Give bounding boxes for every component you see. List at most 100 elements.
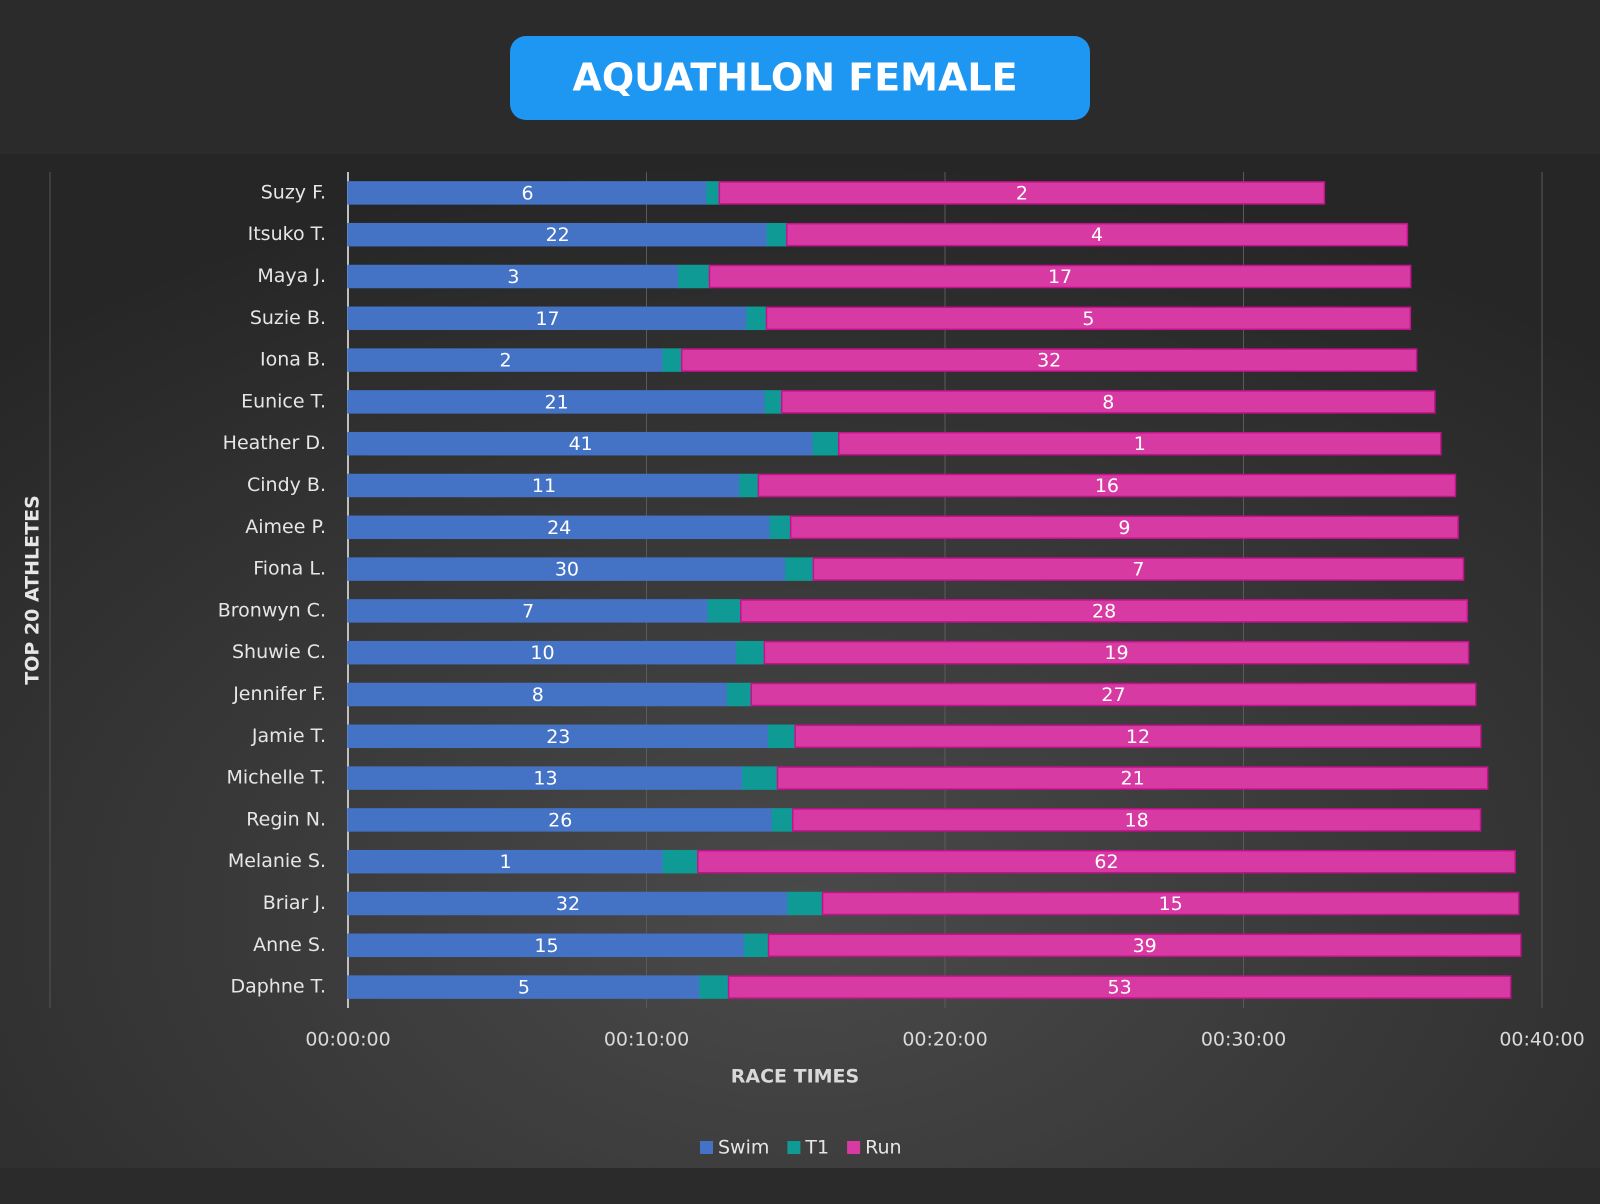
bar-segment (736, 640, 766, 665)
x-tick-label: 00:00:00 (305, 1029, 390, 1051)
x-tick-label: 00:30:00 (1201, 1029, 1286, 1051)
rank-label: 21 (545, 391, 569, 413)
legend-swatch (787, 1141, 801, 1154)
bar-segment (763, 640, 1470, 665)
rank-label: 26 (548, 809, 572, 831)
rank-label: 24 (547, 517, 571, 539)
bar-segment (794, 724, 1482, 749)
rank-label: 32 (556, 893, 580, 915)
rank-label: 1 (500, 851, 512, 873)
rank-label: 5 (518, 977, 530, 999)
bar-segment (785, 557, 815, 581)
bar-segment (742, 766, 779, 790)
rank-label: 9 (1118, 517, 1130, 539)
bar-segment (697, 849, 1516, 874)
rank-label: 16 (1095, 475, 1119, 497)
rank-label: 21 (1121, 768, 1145, 790)
bar-segment (812, 557, 1465, 581)
bar-segment (771, 808, 794, 832)
rank-label: 1 (1134, 433, 1146, 455)
rank-label: 4 (1091, 224, 1103, 246)
bar-segment (757, 473, 1457, 498)
bar-segment (787, 891, 824, 916)
rank-label: 39 (1133, 935, 1157, 957)
bar-segment (677, 264, 711, 289)
y-tick-label: Daphne T. (230, 976, 326, 998)
y-tick-label: Suzie B. (250, 307, 326, 329)
chart-title: AQUATHLON FEMALE (572, 56, 1017, 100)
y-tick-label: Melanie S. (228, 850, 326, 872)
y-tick-label: Eunice T. (241, 390, 326, 412)
y-tick-label: Maya J. (257, 265, 326, 287)
rank-label: 27 (1101, 684, 1125, 706)
y-tick-label: Shuwie C. (232, 641, 326, 663)
bar-segment (792, 808, 1482, 832)
rank-label: 17 (535, 308, 559, 330)
x-tick-label: 00:40:00 (1499, 1029, 1584, 1051)
rank-label: 12 (1126, 726, 1150, 748)
bar-segment (750, 682, 1477, 707)
rank-label: 5 (1082, 308, 1094, 330)
bar-segment (769, 515, 792, 540)
legend-swatch (847, 1141, 861, 1154)
y-tick-label: Suzy F. (261, 181, 326, 203)
y-tick-label: Anne S. (253, 934, 326, 956)
bar-segment (766, 222, 788, 247)
rank-label: 3 (507, 266, 519, 288)
bar-segment (767, 933, 1522, 958)
rank-label: 6 (522, 182, 534, 204)
y-tick-label: Aimee P. (245, 516, 326, 538)
x-tick-label: 00:20:00 (902, 1029, 987, 1051)
bar-segment (740, 599, 1469, 623)
rank-label: 7 (522, 600, 534, 622)
rank-label: 15 (534, 935, 558, 957)
bar-segment (765, 306, 1412, 331)
y-tick-label: Jamie T. (251, 725, 326, 747)
y-axis-label: TOP 20 ATHLETES (22, 495, 44, 685)
rank-label: 19 (1104, 642, 1128, 664)
x-tick-label: 00:10:00 (604, 1029, 689, 1051)
y-tick-label: Iona B. (260, 349, 326, 371)
rank-label: 17 (1048, 266, 1072, 288)
rank-label: 28 (1092, 600, 1116, 622)
rank-label: 7 (1132, 559, 1144, 581)
rank-label: 2 (1016, 182, 1028, 204)
bar-segment (744, 933, 770, 958)
bar-segment (662, 348, 683, 372)
rank-label: 15 (1159, 893, 1183, 915)
legend-label: Run (865, 1137, 901, 1159)
rank-label: 2 (500, 350, 512, 372)
bar-segment (789, 515, 1459, 540)
bar-segment (726, 682, 753, 707)
bar-segment (662, 849, 699, 874)
legend-swatch (700, 1141, 713, 1154)
y-tick-label: Michelle T. (226, 767, 326, 789)
y-tick-label: Briar J. (263, 892, 326, 914)
rank-label: 10 (530, 642, 554, 664)
bar-segment (812, 431, 840, 456)
legend-label: Swim (718, 1137, 769, 1159)
bar-segment (707, 599, 742, 623)
rank-label: 30 (555, 559, 579, 581)
y-tick-label: Fiona L. (253, 558, 326, 580)
bar-segment (706, 181, 721, 205)
bar-segment (764, 390, 783, 414)
y-tick-label: Heather D. (223, 432, 326, 454)
rank-label: 8 (532, 684, 544, 706)
bar-segment (727, 975, 1512, 999)
rank-label: 23 (546, 726, 570, 748)
bar-segment (708, 264, 1412, 289)
rank-label: 62 (1094, 851, 1118, 873)
bar-segment (837, 431, 1442, 456)
rank-label: 32 (1037, 350, 1061, 372)
rank-label: 53 (1108, 977, 1132, 999)
bar-segment (746, 306, 768, 331)
y-tick-label: Itsuko T. (248, 223, 326, 245)
bar-segment (767, 724, 796, 749)
title-badge (510, 36, 1090, 120)
bar-segment (699, 975, 730, 999)
bar-segment (786, 222, 1409, 247)
y-tick-label: Cindy B. (247, 474, 326, 496)
rank-label: 41 (569, 433, 593, 455)
